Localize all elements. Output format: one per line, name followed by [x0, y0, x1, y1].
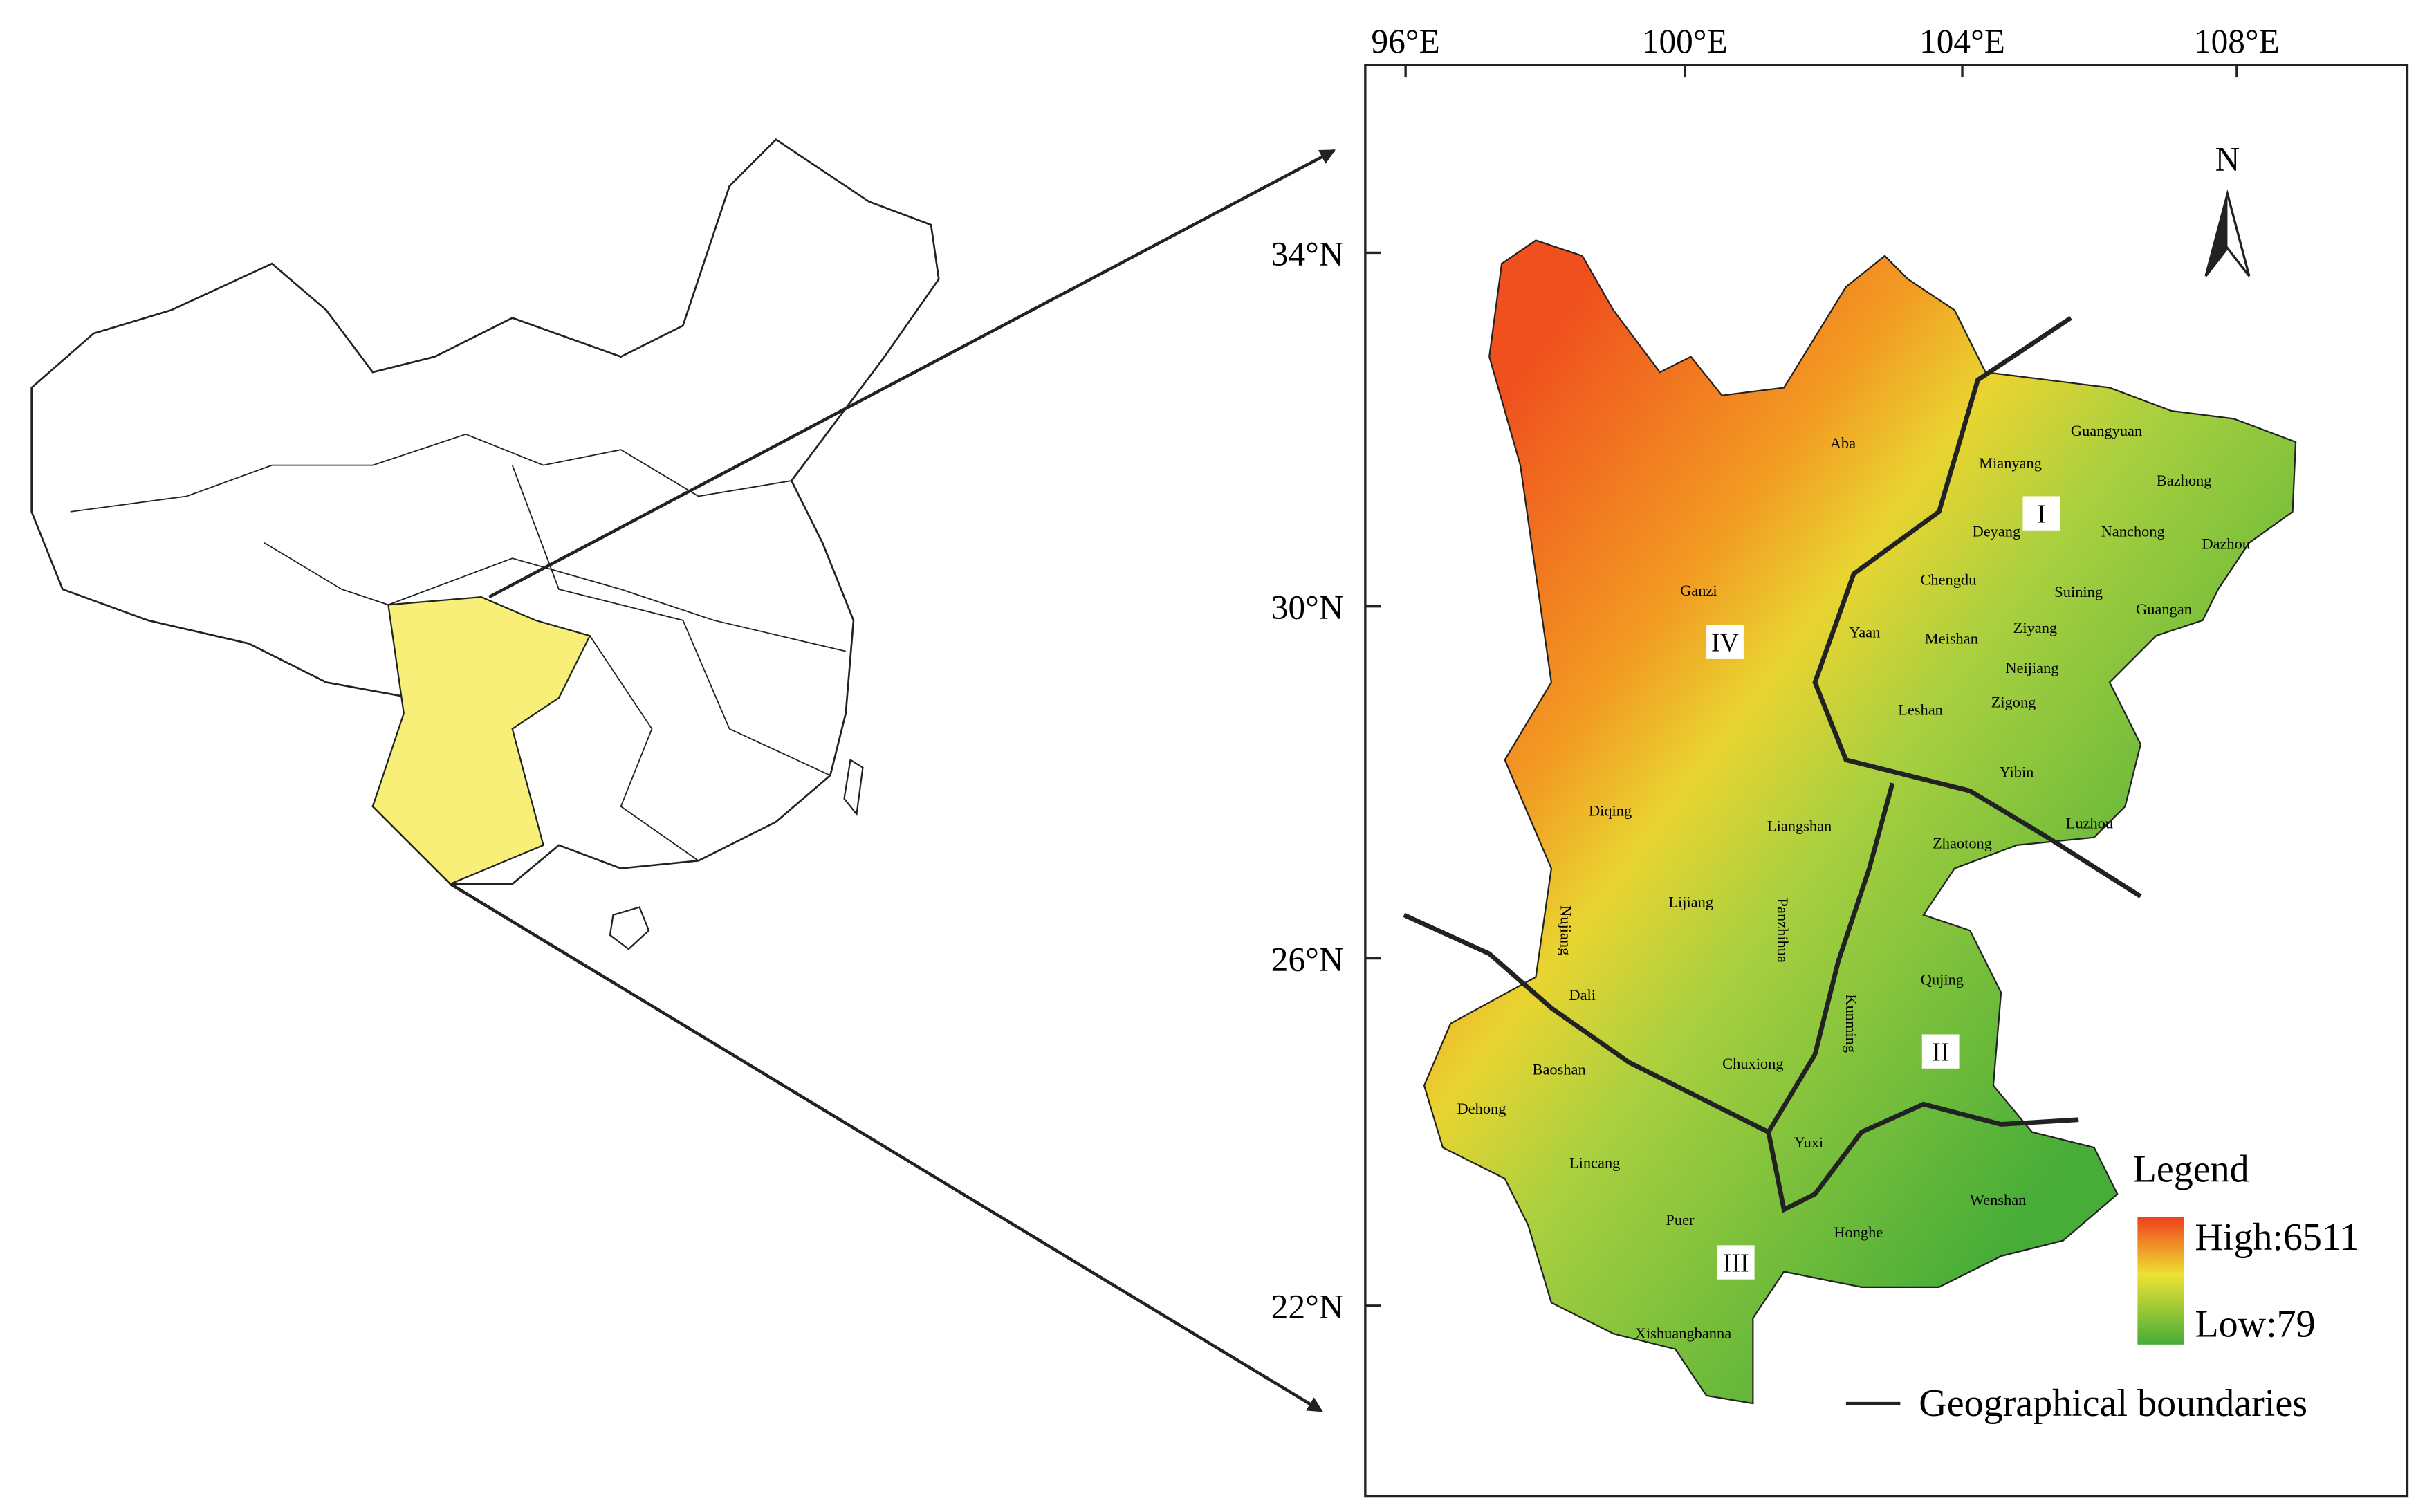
place-label: Bazhong [2157, 472, 2212, 489]
province-lines [70, 433, 792, 513]
place-label: Mianyang [1979, 454, 2042, 472]
place-label: Puer [1666, 1211, 1695, 1228]
place-label: Deyang [1973, 523, 2021, 540]
arrow [449, 883, 1323, 1413]
region-box [1717, 1245, 1755, 1280]
place-label: Ganzi [1680, 582, 1717, 599]
region-label: IV [1711, 629, 1740, 658]
place-label: Liangshan [1767, 818, 1832, 835]
place-label: Honghe [1834, 1224, 1883, 1241]
boundary-line [1403, 912, 2079, 1213]
lat-label: 22°N [1271, 1288, 1344, 1326]
province-lines [589, 635, 699, 862]
place-label: Lijiang [1668, 894, 1713, 911]
lat-label: 30°N [1271, 589, 1344, 627]
place-label: Yibin [2000, 763, 2034, 780]
lon-label: 104°E [1919, 22, 2005, 60]
place-label: Diqing [1589, 802, 1632, 819]
place-label: Chengdu [1920, 571, 1976, 588]
legend-title: Legend [2133, 1147, 2249, 1190]
region-box [2022, 496, 2060, 531]
place-label: Dali [1569, 986, 1596, 1004]
region-label: III [1723, 1248, 1749, 1278]
boundary-line [1812, 315, 2142, 898]
place-label: Nujiang [1557, 905, 1574, 955]
region-box [1706, 625, 1744, 659]
place-label: Zigong [1991, 693, 2036, 710]
legend-low: Low:79 [2195, 1303, 2315, 1346]
lat-label: 26°N [1271, 941, 1344, 979]
lon-label: 100°E [1642, 22, 1728, 60]
place-label: Qujing [1921, 971, 1964, 988]
place-label: Kunming [1843, 994, 1860, 1053]
place-label: Chuxiong [1722, 1055, 1783, 1072]
place-label: Ziyang [2013, 619, 2057, 636]
province-lines [511, 465, 831, 776]
north-label: N [2215, 140, 2240, 178]
place-label: Nanchong [2101, 523, 2165, 540]
china-outline [30, 138, 940, 885]
place-label: Baoshan [1533, 1061, 1586, 1078]
place-label: Leshan [1898, 701, 1943, 719]
legend-ramp [2137, 1217, 2184, 1345]
place-label: Lincang [1569, 1154, 1620, 1171]
place-label: Suining [2054, 583, 2103, 600]
place-label: Dazhou [2202, 535, 2250, 553]
region-box [1921, 1034, 1960, 1069]
place-label: Zhaotong [1933, 834, 1992, 851]
legend-high: High:6511 [2195, 1216, 2359, 1259]
region-label: I [2037, 500, 2046, 529]
lat-label: 34°N [1271, 234, 1344, 273]
place-label: Yuxi [1794, 1134, 1823, 1151]
region-label: II [1932, 1038, 1949, 1067]
hainan [609, 906, 650, 950]
place-label: Luzhou [2066, 814, 2113, 831]
sichuan-yunnan [371, 596, 591, 885]
study-area [1423, 239, 2297, 1405]
place-label: Panzhihua [1774, 898, 1791, 963]
place-label: Neijiang [2005, 659, 2058, 676]
lon-label: 108°E [2194, 22, 2280, 60]
place-label: Yaan [1849, 623, 1880, 640]
place-label: Xishuangbanna [1635, 1325, 1731, 1342]
arrow [488, 149, 1336, 599]
boundary-line [1766, 782, 1895, 1134]
legend-boundary: Geographical boundaries [1919, 1382, 2307, 1425]
place-label: Dehong [1457, 1100, 1506, 1117]
place-label: Meishan [1925, 629, 1978, 647]
place-label: Aba [1830, 434, 1856, 452]
lon-label: 96°E [1372, 22, 1440, 60]
place-label: Guangyuan [2071, 422, 2142, 439]
taiwan [843, 758, 864, 816]
province-lines [264, 542, 846, 652]
place-label: Guangan [2136, 600, 2192, 618]
place-label: Wenshan [1970, 1191, 2027, 1208]
